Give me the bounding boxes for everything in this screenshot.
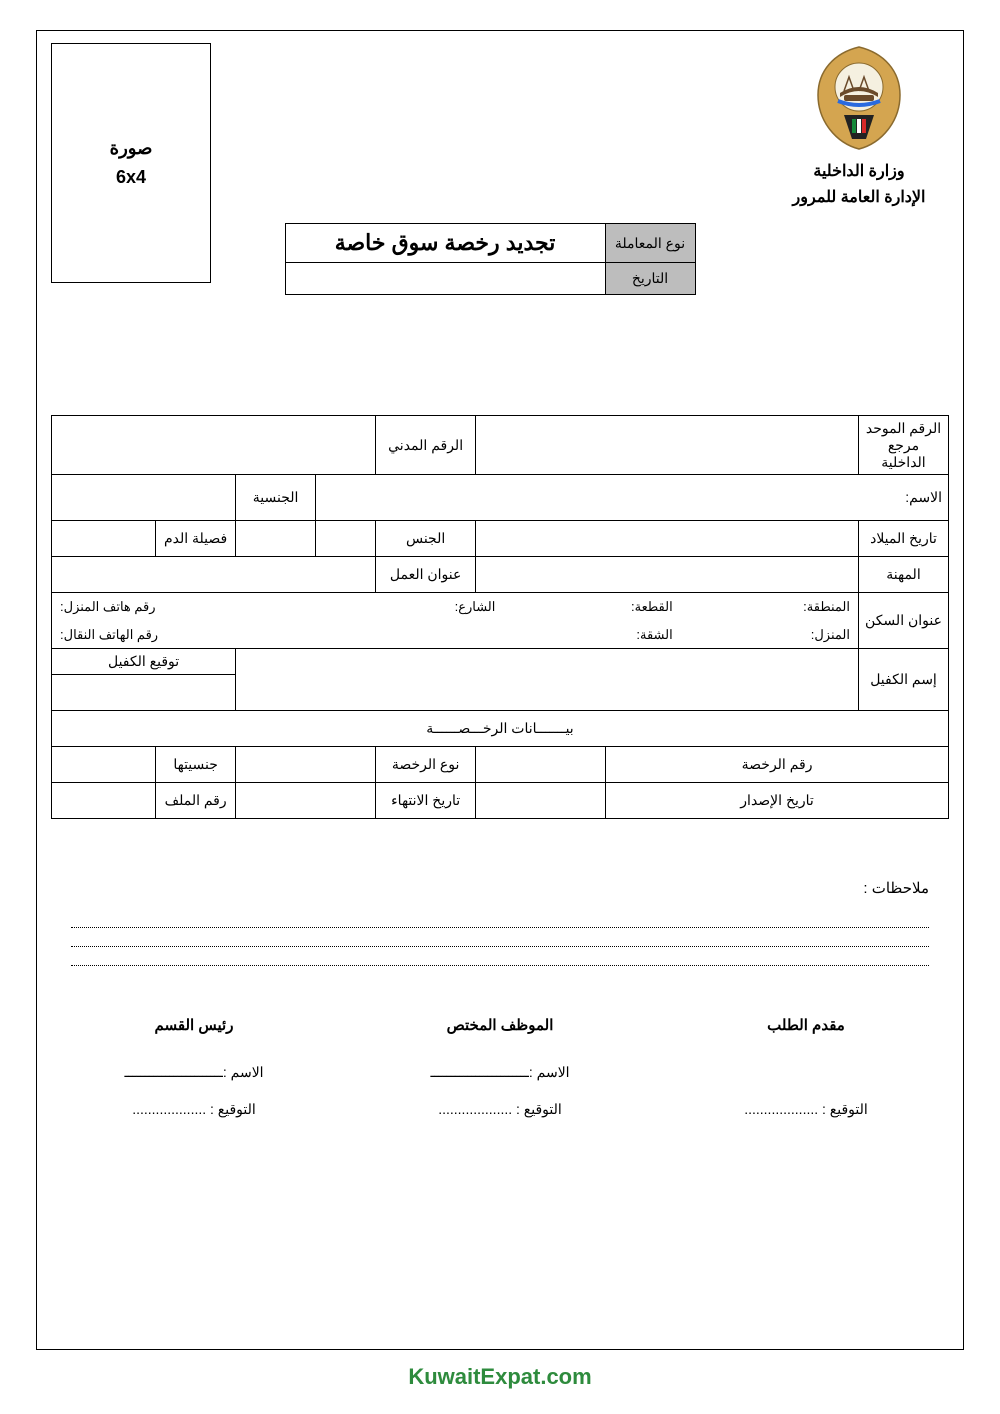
- photo-label-2: 6x4: [116, 167, 146, 188]
- sponsor-label: إسم الكفيل: [859, 649, 949, 711]
- sign-col-applicant: مقدم الطلب الاسم :ــــــــــــــــــــــ…: [671, 1016, 940, 1138]
- sponsor-value[interactable]: [236, 649, 859, 711]
- address-content[interactable]: المنطقة: القطعة: الشارع: رقم هاتف المنزل…: [52, 593, 859, 649]
- civil-id-label: الرقم المدني: [376, 416, 476, 475]
- addr-street: الشارع:: [294, 597, 504, 617]
- blood-label: فصيلة الدم: [156, 521, 236, 557]
- civil-id-value[interactable]: [52, 416, 376, 475]
- address-main-label: عنوان السكن: [859, 593, 949, 649]
- addr-area: المنطقة:: [681, 597, 858, 617]
- addr-home-phone: رقم هاتف المنزل:: [52, 597, 294, 617]
- page: وزارة الداخلية الإدارة العامة للمرور نوع…: [0, 0, 1000, 1414]
- lic-type-value[interactable]: [236, 747, 376, 783]
- photo-label-1: صورة: [110, 138, 153, 159]
- footer-brand: KuwaitExpat.com: [36, 1364, 964, 1390]
- notes-line-1[interactable]: [71, 927, 929, 928]
- file-label: رقم الملف: [156, 783, 236, 819]
- unified-value[interactable]: [476, 416, 859, 475]
- addr-block: القطعة:: [503, 597, 680, 617]
- sponsor-sign-value[interactable]: [52, 675, 236, 711]
- tx-date-label: التاريخ: [605, 263, 695, 295]
- name-cell[interactable]: الاسم:: [316, 475, 949, 521]
- blood-value[interactable]: [52, 521, 156, 557]
- name-label: الاسم:: [905, 489, 942, 505]
- job-value[interactable]: [476, 557, 859, 593]
- sponsor-sign-label: توقيع الكفيل: [52, 649, 236, 675]
- nationality-value[interactable]: [52, 475, 236, 521]
- expiry-value[interactable]: [236, 783, 376, 819]
- form-border: وزارة الداخلية الإدارة العامة للمرور نوع…: [36, 30, 964, 1350]
- unified-label: الرقم الموحد مرجع الداخلية: [859, 416, 949, 475]
- lic-no-value[interactable]: [476, 747, 606, 783]
- issue-label: تاريخ الإصدار: [606, 783, 949, 819]
- addr-apt: الشقة:: [294, 625, 681, 645]
- notes-line-3[interactable]: [71, 965, 929, 966]
- expiry-label: تاريخ الانتهاء: [376, 783, 476, 819]
- tx-type-label: نوع المعاملة: [605, 224, 695, 263]
- sign-sign-3[interactable]: التوقيع : ...................: [59, 1101, 328, 1118]
- sign-heading-2: الموظف المختص: [365, 1016, 634, 1034]
- sign-col-head: رئيس القسم الاسم :ــــــــــــــــــــــ…: [59, 1016, 328, 1138]
- sign-name-2[interactable]: الاسم :ــــــــــــــــــــــــ: [365, 1064, 634, 1081]
- sex-value[interactable]: [316, 521, 376, 557]
- transaction-table: نوع المعاملة تجديد رخصة سوق خاصة التاريخ: [285, 223, 696, 295]
- tx-type-value: تجديد رخصة سوق خاصة: [285, 224, 605, 263]
- sign-heading-1: مقدم الطلب: [671, 1016, 940, 1034]
- dob-value[interactable]: [476, 521, 859, 557]
- sign-col-officer: الموظف المختص الاسم :ـــــــــــــــــــ…: [365, 1016, 634, 1138]
- main-form-table: الرقم الموحد مرجع الداخلية الرقم المدني …: [51, 415, 949, 819]
- lic-type-label: نوع الرخصة: [376, 747, 476, 783]
- dob-label: تاريخ الميلاد: [859, 521, 949, 557]
- notes-block: ملاحظات :: [51, 879, 949, 966]
- header-row: وزارة الداخلية الإدارة العامة للمرور نوع…: [51, 43, 949, 295]
- lic-nat-label: جنسيتها: [156, 747, 236, 783]
- sign-sign-2[interactable]: التوقيع : ...................: [365, 1101, 634, 1118]
- main-form-wrap: الرقم الموحد مرجع الداخلية الرقم المدني …: [51, 415, 949, 819]
- sign-name-3[interactable]: الاسم :ــــــــــــــــــــــــ: [59, 1064, 328, 1081]
- issue-value[interactable]: [476, 783, 606, 819]
- job-label: المهنة: [859, 557, 949, 593]
- sign-heading-3: رئيس القسم: [59, 1016, 328, 1034]
- signatures-row: مقدم الطلب الاسم :ــــــــــــــــــــــ…: [51, 1016, 949, 1138]
- addr-mobile: رقم الهاتف النقال:: [52, 625, 294, 645]
- tx-date-value[interactable]: [285, 263, 605, 295]
- nationality-label: الجنسية: [236, 475, 316, 521]
- transaction-wrap: نوع المعاملة تجديد رخصة سوق خاصة التاريخ: [285, 43, 696, 295]
- notes-line-2[interactable]: [71, 946, 929, 947]
- work-addr-label: عنوان العمل: [376, 557, 476, 593]
- notes-label: ملاحظات :: [71, 879, 929, 897]
- work-addr-value[interactable]: [52, 557, 376, 593]
- addr-house: المنزل:: [681, 625, 858, 645]
- license-section-header: بيـــــــانات الرخـــصــــــة: [52, 711, 949, 747]
- ministry-title-1: وزارة الداخلية: [769, 159, 949, 185]
- file-value[interactable]: [52, 783, 156, 819]
- kuwait-emblem-icon: [804, 43, 914, 153]
- ministry-block: وزارة الداخلية الإدارة العامة للمرور: [769, 43, 949, 210]
- sex-label: الجنس: [376, 521, 476, 557]
- blank-cell: [236, 521, 316, 557]
- photo-box: صورة 6x4: [51, 43, 211, 283]
- lic-nat-value[interactable]: [52, 747, 156, 783]
- sign-sign-1[interactable]: التوقيع : ...................: [671, 1101, 940, 1118]
- lic-no-label: رقم الرخصة: [606, 747, 949, 783]
- ministry-title-2: الإدارة العامة للمرور: [769, 185, 949, 211]
